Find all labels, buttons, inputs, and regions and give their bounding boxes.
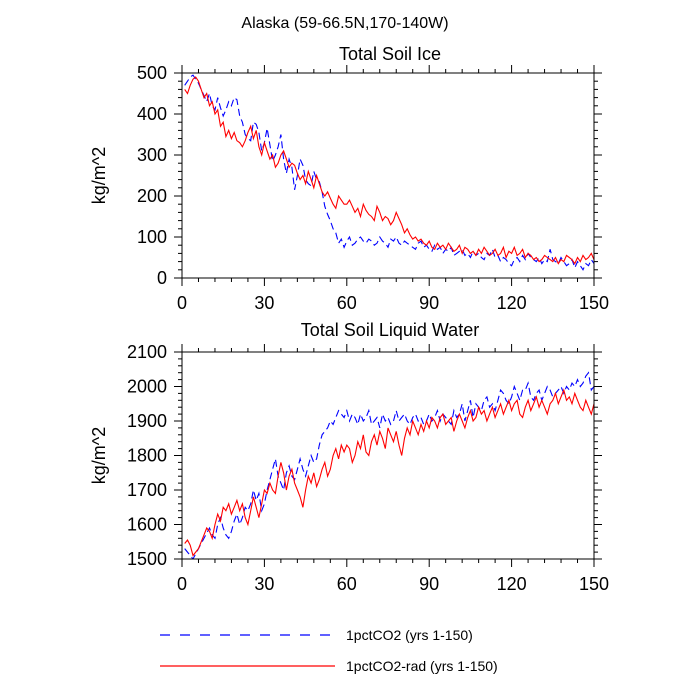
x-tick-label: 120	[497, 574, 527, 594]
y-tick-label: 100	[137, 227, 167, 247]
panel-title: Total Soil Liquid Water	[301, 320, 479, 340]
x-tick-label: 120	[497, 293, 527, 313]
series-line-1pctco2	[184, 371, 594, 559]
y-axis-label: kg/m^2	[89, 147, 109, 204]
series-line-1pctco2	[184, 74, 594, 271]
x-tick-label: 60	[337, 293, 357, 313]
legend: 1pctCO2 (yrs 1-150) 1pctCO2-rad (yrs 1-1…	[160, 627, 498, 674]
x-tick-label: 90	[419, 574, 439, 594]
y-tick-label: 500	[137, 63, 167, 83]
y-tick-label: 1700	[127, 480, 167, 500]
y-tick-label: 2100	[127, 342, 167, 362]
series-line-1pctco2-rad	[184, 76, 594, 265]
y-tick-label: 1900	[127, 411, 167, 431]
y-tick-label: 400	[137, 104, 167, 124]
panel-total-soil-ice: Total Soil Ice kg/m^2 0 30 60 90 120 150 0 100 200…	[89, 44, 609, 313]
y-tick-label: 2000	[127, 377, 167, 397]
y-tick-label: 1800	[127, 446, 167, 466]
legend-item-1pctco2: 1pctCO2 (yrs 1-150)	[160, 627, 473, 643]
plot-frame	[181, 351, 595, 560]
x-tick-label: 150	[579, 293, 609, 313]
y-tick-label: 1600	[127, 515, 167, 535]
figure-main-title: Alaska (59-66.5N,170-140W)	[241, 15, 448, 32]
x-tick-label: 0	[177, 574, 187, 594]
x-tick-label: 0	[177, 293, 187, 313]
x-tick-label: 90	[419, 293, 439, 313]
y-axis-label: kg/m^2	[89, 427, 109, 484]
panel-title: Total Soil Ice	[339, 44, 441, 64]
x-tick-label: 150	[579, 574, 609, 594]
y-tick-label: 200	[137, 186, 167, 206]
plot-frame	[181, 72, 595, 279]
y-tick-label: 0	[157, 268, 167, 288]
panel-total-soil-liquid-water: Total Soil Liquid Water kg/m^2 0 30 60 90 120 1…	[89, 320, 609, 594]
legend-label-1pctco2: 1pctCO2 (yrs 1-150)	[346, 627, 473, 643]
x-tick-label: 30	[254, 293, 274, 313]
series-group	[184, 74, 594, 271]
legend-label-1pctco2-rad: 1pctCO2-rad (yrs 1-150)	[346, 658, 498, 674]
y-tick-label: 1500	[127, 549, 167, 569]
y-tick-label: 300	[137, 145, 167, 165]
x-tick-label: 30	[254, 574, 274, 594]
series-line-1pctco2-rad	[184, 388, 594, 557]
x-tick-label: 60	[337, 574, 357, 594]
series-group	[184, 371, 594, 559]
legend-item-1pctco2-rad: 1pctCO2-rad (yrs 1-150)	[160, 658, 498, 674]
